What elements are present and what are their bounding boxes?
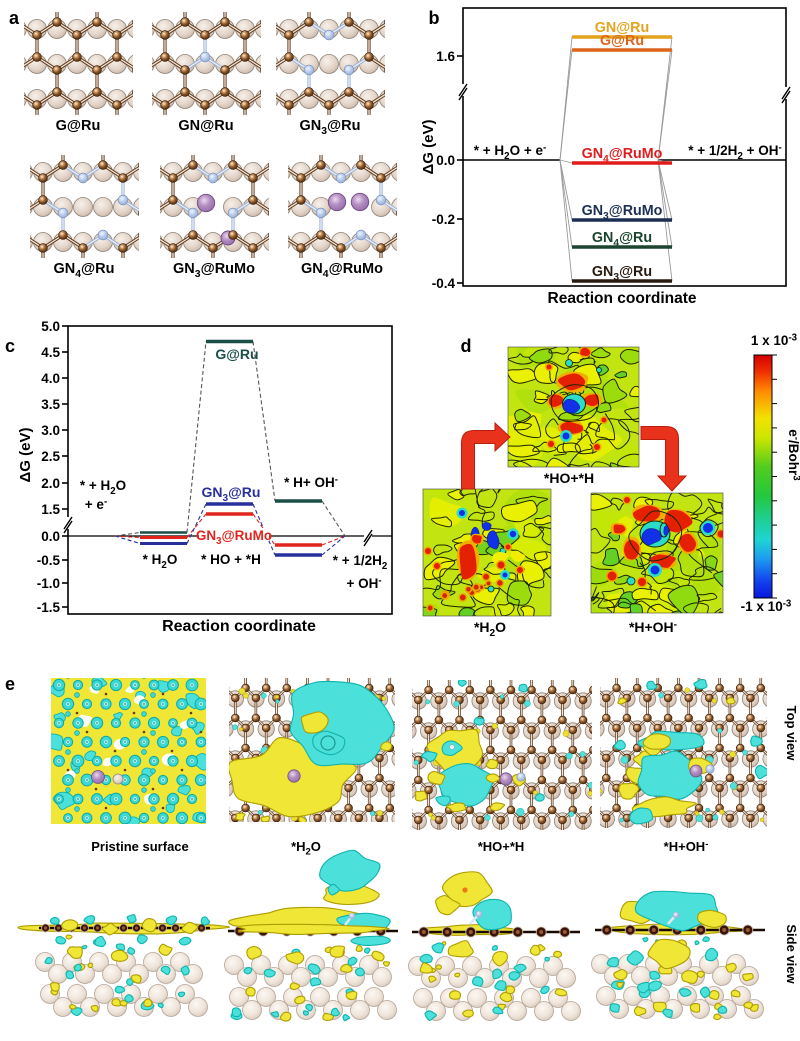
svg-text:* + 1/2H2​: * + 1/2H2​	[333, 553, 388, 572]
svg-text:0.0: 0.0	[41, 529, 60, 544]
svg-text:e: e	[5, 674, 15, 694]
svg-text:d: d	[461, 336, 472, 356]
svg-text:GN4​@RuMo: GN4​@RuMo	[582, 146, 663, 165]
svg-text:4.5: 4.5	[41, 345, 60, 360]
svg-text:* HO + *H: * HO + *H	[201, 552, 261, 567]
svg-text:G@Ru: G@Ru	[600, 33, 644, 49]
svg-text:*H2​O: *H2​O	[474, 619, 506, 639]
svg-text:GN3​@RuMo: GN3​@RuMo	[582, 203, 663, 222]
svg-text:1.5: 1.5	[41, 502, 60, 517]
svg-text:b: b	[429, 8, 440, 28]
svg-text:c: c	[5, 336, 15, 356]
svg-text:4.0: 4.0	[41, 371, 60, 386]
svg-text:* H+ OH-​: * H+ OH-​	[284, 475, 338, 490]
svg-text:-0.5: -0.5	[37, 553, 61, 568]
svg-text:3.5: 3.5	[41, 397, 60, 412]
svg-text:GN3​@Ru: GN3​@Ru	[300, 118, 361, 137]
svg-text:* + H2​O: * + H2​O	[80, 478, 126, 497]
svg-text:0.0: 0.0	[436, 153, 455, 168]
svg-text:G@Ru: G@Ru	[215, 346, 258, 362]
svg-text:*HO+*H: *HO+*H	[478, 839, 525, 854]
svg-text:-1.5: -1.5	[37, 600, 61, 615]
svg-text:-0.2: -0.2	[432, 212, 455, 227]
svg-text:a: a	[9, 8, 20, 28]
svg-text:G@Ru: G@Ru	[56, 118, 101, 134]
svg-text:* + H2​O + e-​: * + H2​O + e-​	[474, 143, 546, 162]
svg-text:GN4​@Ru: GN4​@Ru	[54, 261, 115, 280]
svg-text:2.5: 2.5	[41, 449, 60, 464]
svg-text:2.0: 2.0	[41, 476, 60, 491]
svg-text:Reaction coordinate: Reaction coordinate	[548, 290, 697, 307]
svg-text:GN3​@RuMo: GN3​@RuMo	[196, 528, 272, 547]
svg-text:*H+OH-​: *H+OH-​	[629, 619, 677, 635]
svg-text:5.0: 5.0	[41, 319, 60, 334]
svg-text:1 x 10-3​: 1 x 10-3​	[751, 333, 798, 348]
svg-text:1.6: 1.6	[436, 49, 455, 64]
svg-text:ΔG (eV): ΔG (eV)	[420, 120, 437, 175]
svg-text:3.0: 3.0	[41, 423, 60, 438]
svg-text:-0.4: -0.4	[432, 276, 456, 291]
svg-text:Top view: Top view	[784, 706, 799, 762]
svg-text:GN@Ru: GN@Ru	[595, 20, 649, 36]
svg-text:*HO+*H: *HO+*H	[544, 470, 594, 486]
svg-text:+ OH-​: + OH-​	[346, 576, 381, 591]
svg-text:* + 1/2H2​ + OH-​: * + 1/2H2​ + OH-​	[688, 143, 781, 162]
svg-text:Pristine surface: Pristine surface	[91, 839, 189, 854]
svg-text:Side view: Side view	[784, 924, 799, 984]
svg-text:GN3​@Ru: GN3​@Ru	[202, 484, 261, 504]
svg-text:*H2​O: *H2​O	[291, 839, 321, 857]
svg-text:-1 x 10-3​: -1 x 10-3​	[741, 599, 792, 614]
svg-text:ΔG (eV): ΔG (eV)	[17, 428, 34, 483]
svg-text:GN4​@RuMo: GN4​@RuMo	[301, 261, 383, 280]
svg-text:GN@Ru: GN@Ru	[178, 118, 233, 134]
svg-text:Reaction coordinate: Reaction coordinate	[162, 618, 316, 635]
svg-text:e-​/Bohr3​: e-​/Bohr3​	[786, 429, 800, 481]
svg-text:GN3​@RuMo: GN3​@RuMo	[173, 261, 255, 280]
svg-text:-1.0: -1.0	[37, 576, 60, 591]
svg-text:*H+OH-​: *H+OH-​	[664, 838, 709, 854]
svg-text:+ e-​: + e-​	[85, 497, 107, 512]
svg-text:GN4​@Ru: GN4​@Ru	[592, 230, 652, 249]
svg-text:GN3​@Ru: GN3​@Ru	[592, 264, 652, 283]
svg-text:* H2​O: * H2​O	[143, 552, 178, 571]
